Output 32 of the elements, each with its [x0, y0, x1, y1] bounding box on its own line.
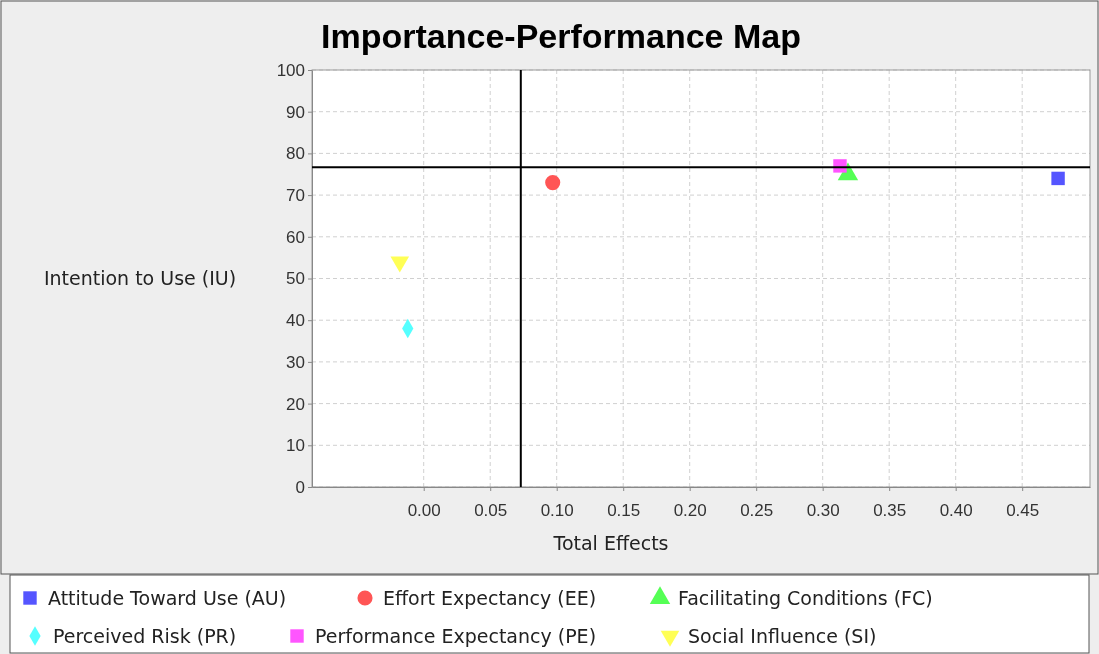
y-tick-label: 40: [286, 311, 305, 331]
x-tick-label: 0.35: [873, 501, 907, 521]
x-tick-label: 0.40: [939, 501, 973, 521]
y-axis-title: Intention to Use (IU): [43, 267, 237, 289]
x-tick-label: 0.10: [540, 501, 574, 521]
chart-title: Importance-Performance Map: [321, 17, 801, 55]
y-tick-label: 80: [286, 144, 305, 164]
legend-label: Performance Expectancy (PE): [315, 625, 597, 647]
legend-label: Facilitating Conditions (FC): [678, 587, 933, 609]
legend-label: Attitude Toward Use (AU): [48, 587, 287, 609]
legend-label: Perceived Risk (PR): [53, 625, 237, 647]
legend-label: Effort Expectancy (EE): [383, 587, 597, 609]
x-tick-label: 0.25: [740, 501, 774, 521]
y-tick-label: 100: [276, 60, 305, 80]
x-tick-label: 0.15: [607, 501, 641, 521]
point: [1051, 171, 1065, 186]
x-tick-label: 0.45: [1006, 501, 1040, 521]
x-tick-label: 0.00: [407, 501, 441, 521]
y-tick-label: 60: [286, 227, 305, 247]
x-tick-label: 0.30: [806, 501, 840, 521]
y-tick-label: 70: [286, 186, 305, 206]
y-tick-label: 0: [295, 477, 305, 497]
x-tick-label: 0.05: [474, 501, 508, 521]
x-tick-label: 0.20: [673, 501, 707, 521]
y-tick-label: 10: [286, 436, 305, 456]
x-axis-title: Total Effects: [552, 532, 669, 554]
y-tick-label: 30: [286, 352, 305, 372]
y-tick-label: 50: [286, 269, 305, 289]
y-tick-label: 20: [286, 394, 305, 414]
point: [545, 175, 561, 191]
legend-label: Social Influence (SI): [688, 625, 877, 647]
y-tick-label: 90: [286, 102, 305, 122]
